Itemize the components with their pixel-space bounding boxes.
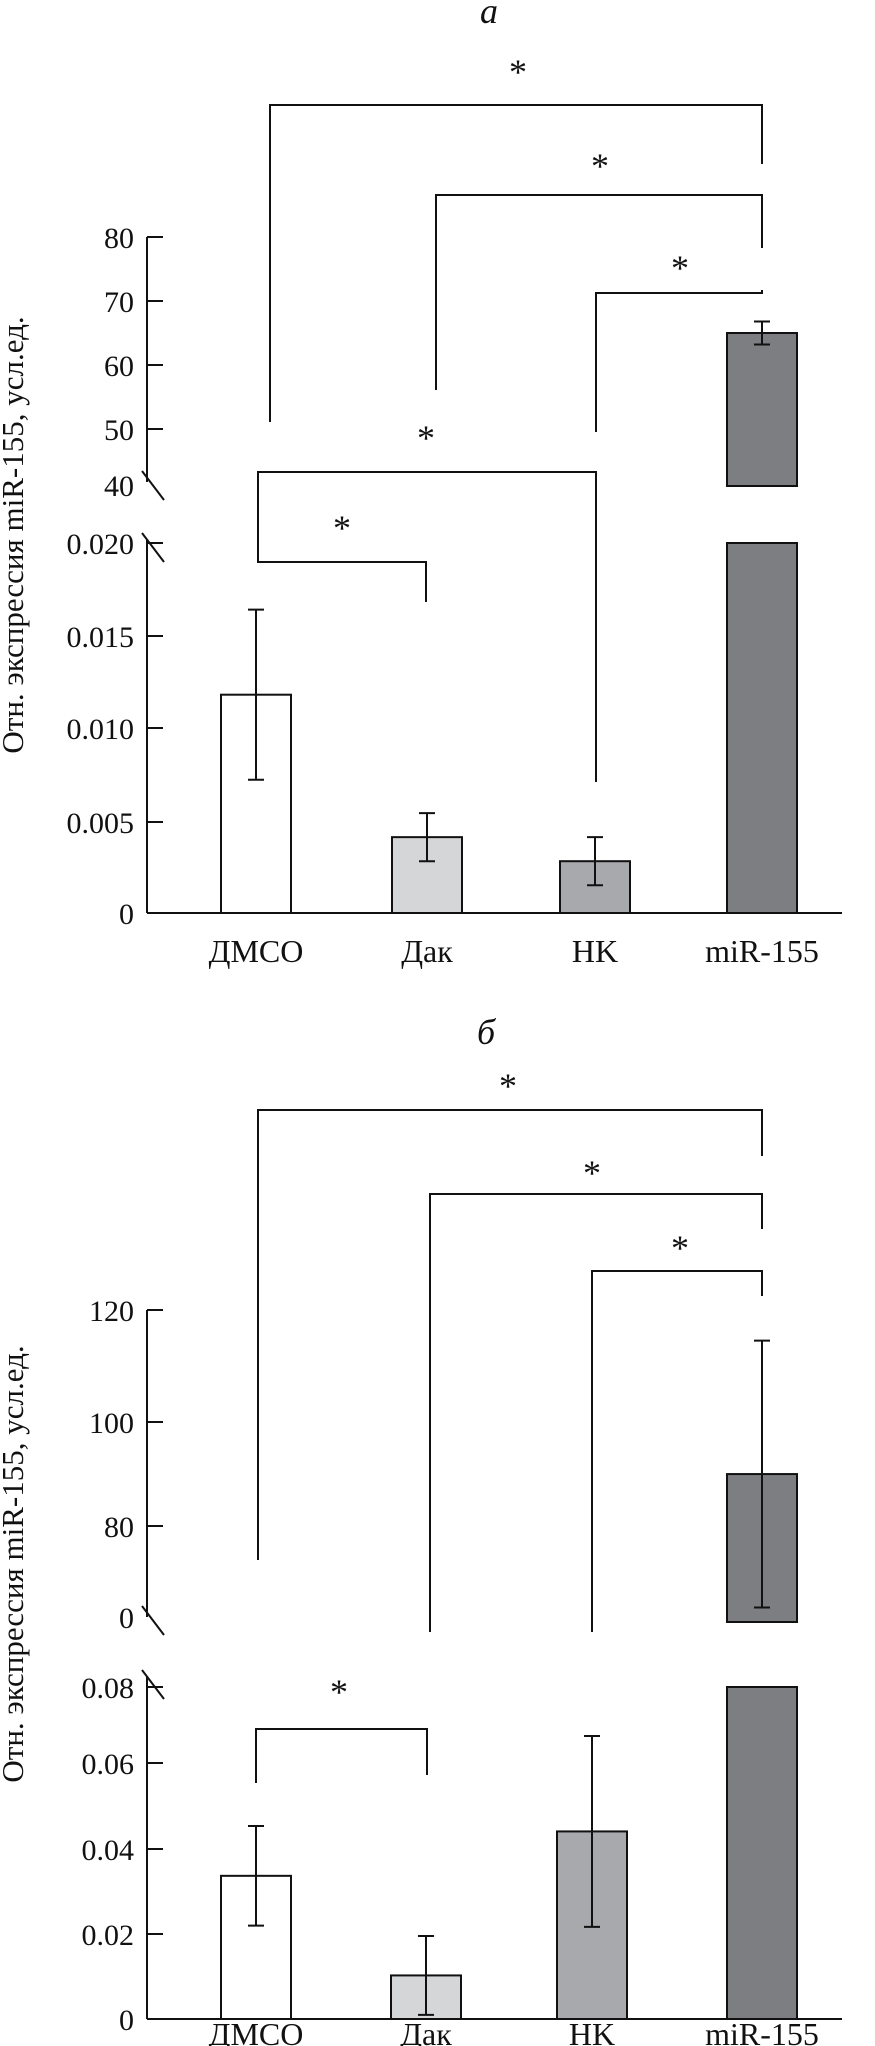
panel-b: б Отн. экспрессия miR-155, усл.ед. 120 1… [0,1012,842,2046]
panel-a-axis-break-mark [141,532,165,563]
panel-b-y-axis-label: Отн. экспрессия miR-155, усл.ед. [0,1345,30,1782]
panel-a-significance-star: * [417,418,435,458]
panel-a-axis-break-mark [141,470,165,501]
panel-b-error-bar [418,1935,434,2016]
panel-b-significance-star: * [583,1153,601,1193]
panel-b-category-label: ДМСО [209,2016,304,2046]
panel-a-tick-label: 0.005 [67,807,135,840]
panel-a-tick-label: 0.010 [67,713,135,746]
panel-b-error-bars [248,1339,770,2016]
panel-a-upper-ticks: 80 70 60 50 40 [104,222,163,503]
panel-a-bar-upper-segment [726,332,798,487]
panel-a-tick-label: 80 [104,222,134,255]
panel-b-tick-label: 0.08 [82,1672,135,1705]
panel-b-tick-label: 0 [119,1602,134,1635]
panel-b-title: б [477,1012,497,1052]
panel-a-bars [220,332,798,915]
panel-a-tick-label: 70 [104,286,134,319]
panel-a-significance-star: * [591,146,609,186]
panel-a-bracket [595,290,763,432]
panel-a-significance-star: * [509,52,527,92]
panel-b-tick-label: 0.06 [82,1748,135,1781]
panel-b-significance-star: * [671,1228,689,1268]
panel-a-category-label: miR-155 [705,933,819,969]
panel-b-axis-break-mark [141,1605,165,1636]
panel-b-bracket [257,1109,763,1560]
panel-b-error-bar [584,1734,600,1928]
panel-b-bracket [255,1728,428,1783]
panel-a-error-bar [419,812,435,863]
panel-a-category-label: ДМСО [209,933,304,969]
panel-a-error-bars [248,320,770,887]
panel-b-significance-star: * [330,1672,348,1712]
panel-b-bracket [429,1193,763,1632]
panel-a-tick-label: 0 [119,898,134,931]
panel-a-category-label: HK [572,933,618,969]
panel-b-lower-ticks: 0 0.02 0.04 0.06 0.08 [82,1672,163,2037]
panel-b-tick-label: 80 [104,1511,134,1544]
panel-b-significance-star: * [499,1066,517,1106]
panel-b-bar [220,1874,292,2020]
panel-a-bar [726,542,798,914]
panel-b-tick-label: 0.02 [82,1919,135,1952]
panel-a-tick-label: 50 [104,414,134,447]
panel-b-significance [255,1109,763,1783]
panel-b-bar [726,1686,798,2020]
panel-a-lower-ticks: 0 0.005 0.010 0.015 0.020 [67,528,163,931]
panel-a-bracket [435,194,763,390]
panel-b-category-label: miR-155 [705,2016,819,2046]
panel-b-axis-break-mark [141,1669,165,1700]
panel-a: а Отн. экспрессия miR-155, усл.ед. 80 70… [0,0,842,969]
panel-a-significance-star: * [333,508,351,548]
panel-a-significance-star: * [671,248,689,288]
panel-a-tick-label: 0.020 [67,528,135,561]
panel-a-bracket [257,520,427,602]
panel-a-error-bar [587,836,603,887]
panel-a-bracket [257,471,597,782]
panel-a-y-axis-label: Отн. экспрессия miR-155, усл.ед. [0,316,30,753]
panel-b-upper-ticks: 120 100 80 0 [89,1295,163,1635]
panel-b-category-label: Дак [400,2016,452,2046]
panel-a-tick-label: 60 [104,350,134,383]
panel-b-tick-label: 0 [119,2004,134,2037]
panel-b-bars [220,1473,798,2021]
panel-b-tick-label: 0.04 [82,1834,135,1867]
panel-a-error-bar [754,320,770,346]
panel-a-title: а [480,0,498,31]
panel-b-error-bar [754,1339,770,1609]
panel-b-error-bar [248,1825,264,1927]
panel-b-category-label: HK [569,2016,615,2046]
panel-a-category-label: Дак [401,933,453,969]
panel-b-tick-label: 120 [89,1295,134,1328]
panel-b-tick-label: 100 [89,1407,134,1440]
panel-a-significance [257,104,763,782]
panel-a-error-bar [248,608,264,781]
panel-a-tick-label: 0.015 [67,621,135,654]
panel-a-bracket [269,104,763,422]
panel-a-tick-label: 40 [104,470,134,503]
panel-b-bracket [591,1270,763,1632]
